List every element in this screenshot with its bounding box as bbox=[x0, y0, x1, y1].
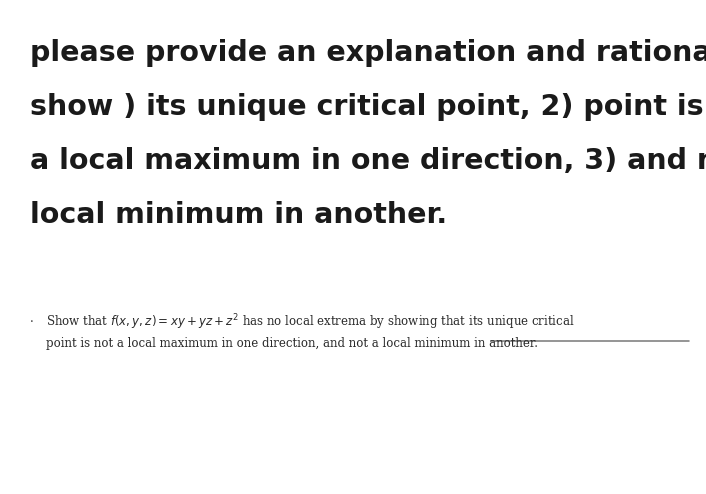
Text: local minimum in another.: local minimum in another. bbox=[30, 201, 447, 229]
Text: please provide an explanation and rationale to: please provide an explanation and ration… bbox=[30, 39, 706, 67]
Text: point is not a local maximum in one direction, and not a local minimum in anothe: point is not a local maximum in one dire… bbox=[46, 337, 538, 350]
Text: show ) its unique critical point, 2) point is not: show ) its unique critical point, 2) poi… bbox=[30, 93, 706, 121]
Text: Show that $f(x, y, z) = xy + yz + z^2$ has no local extrema by showing that its : Show that $f(x, y, z) = xy + yz + z^2$ h… bbox=[46, 312, 575, 331]
Text: a local maximum in one direction, 3) and not a: a local maximum in one direction, 3) and… bbox=[30, 147, 706, 175]
Text: .: . bbox=[30, 312, 34, 325]
